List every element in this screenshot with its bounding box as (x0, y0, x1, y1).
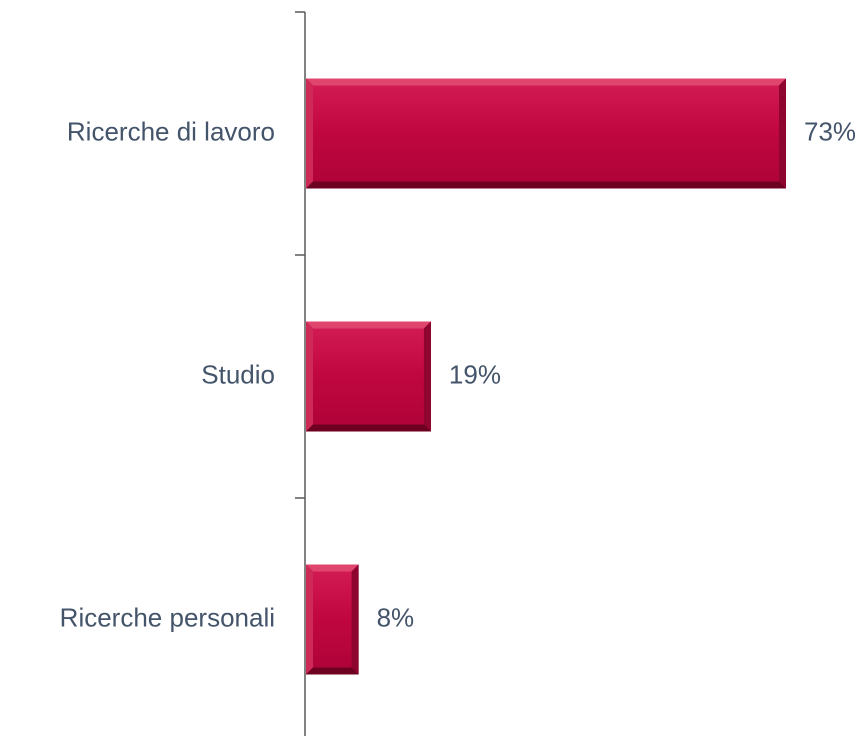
bar-bevel-right (351, 564, 359, 675)
bar-face (313, 328, 424, 425)
bars (306, 78, 786, 675)
bar-face (313, 85, 779, 182)
category-axis (295, 11, 306, 736)
value-label: 19% (449, 359, 501, 389)
bar-bevel-top (306, 564, 359, 572)
bar (306, 78, 786, 189)
category-label: Studio (201, 359, 275, 389)
bar-bevel-right (779, 78, 786, 189)
bar-bevel-bottom (306, 424, 431, 432)
bar-face (313, 571, 352, 668)
bar (306, 564, 359, 675)
bar-bevel-left (306, 564, 313, 675)
bar-bevel-top (306, 321, 431, 329)
bar-bevel-left (306, 321, 313, 432)
bar-bevel-left (306, 78, 313, 189)
bar-bevel-top (306, 78, 786, 86)
bar-bevel-bottom (306, 181, 786, 189)
value-label: 8% (377, 602, 415, 632)
bar (306, 321, 431, 432)
bar-bevel-bottom (306, 667, 359, 675)
category-label: Ricerche personali (60, 602, 275, 632)
bar-bevel-right (423, 321, 431, 432)
value-label: 73% (804, 116, 856, 146)
labels: Ricerche di lavoro 73% Studio 19% Ricerche p… (60, 116, 856, 632)
category-label: Ricerche di lavoro (67, 116, 275, 146)
